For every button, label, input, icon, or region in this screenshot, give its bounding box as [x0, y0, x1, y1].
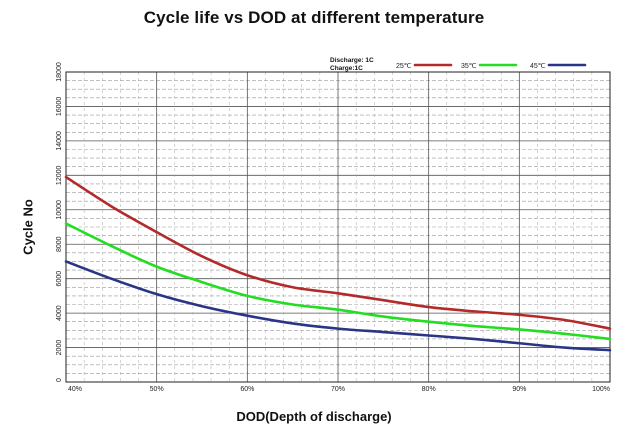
y-tick-label: 18000: [56, 62, 63, 82]
legend-label-2: 35℃: [461, 63, 477, 70]
legend: 25℃ 35℃ 45℃: [396, 63, 587, 70]
x-tick-label: 60%: [240, 386, 254, 393]
x-tick-label: 40%: [68, 386, 82, 393]
y-tick-label: 14000: [56, 131, 63, 151]
x-tick-label: 100%: [592, 386, 610, 393]
y-tick-label: 2000: [56, 340, 63, 356]
y-tick-label: 10000: [56, 200, 63, 220]
y-tick-label: 6000: [56, 271, 63, 287]
x-tick-label: 90%: [512, 386, 526, 393]
x-axis-label: DOD(Depth of discharge): [236, 409, 392, 424]
x-tick-label: 80%: [422, 386, 436, 393]
y-tick-label: 4000: [56, 305, 63, 321]
grid: [66, 72, 610, 382]
legend-discharge-condition: Discharge: 1C: [330, 57, 374, 64]
y-tick-label: 0: [56, 378, 63, 382]
series-line-1: [64, 175, 612, 330]
y-tick-label: 16000: [56, 97, 63, 117]
series-lines: [64, 175, 612, 352]
y-tick-label: 8000: [56, 236, 63, 252]
legend-label-3: 45℃: [530, 63, 546, 70]
x-tick-label: 70%: [331, 386, 345, 393]
chart-title: Cycle life vs DOD at different temperatu…: [143, 8, 485, 27]
x-tick-label: 50%: [150, 386, 164, 393]
plot-frame: [65, 71, 611, 383]
y-tick-label: 12000: [56, 165, 63, 185]
legend-label-1: 25℃: [396, 63, 412, 70]
series-line-3: [64, 260, 612, 352]
series-line-2: [64, 222, 612, 341]
legend-charge-condition: Charge:1C: [330, 65, 363, 72]
axis-ticks: 40% 50% 60% 70% 80% 90% 100% 0 2000 4000 6000 8000 1…: [56, 62, 610, 393]
